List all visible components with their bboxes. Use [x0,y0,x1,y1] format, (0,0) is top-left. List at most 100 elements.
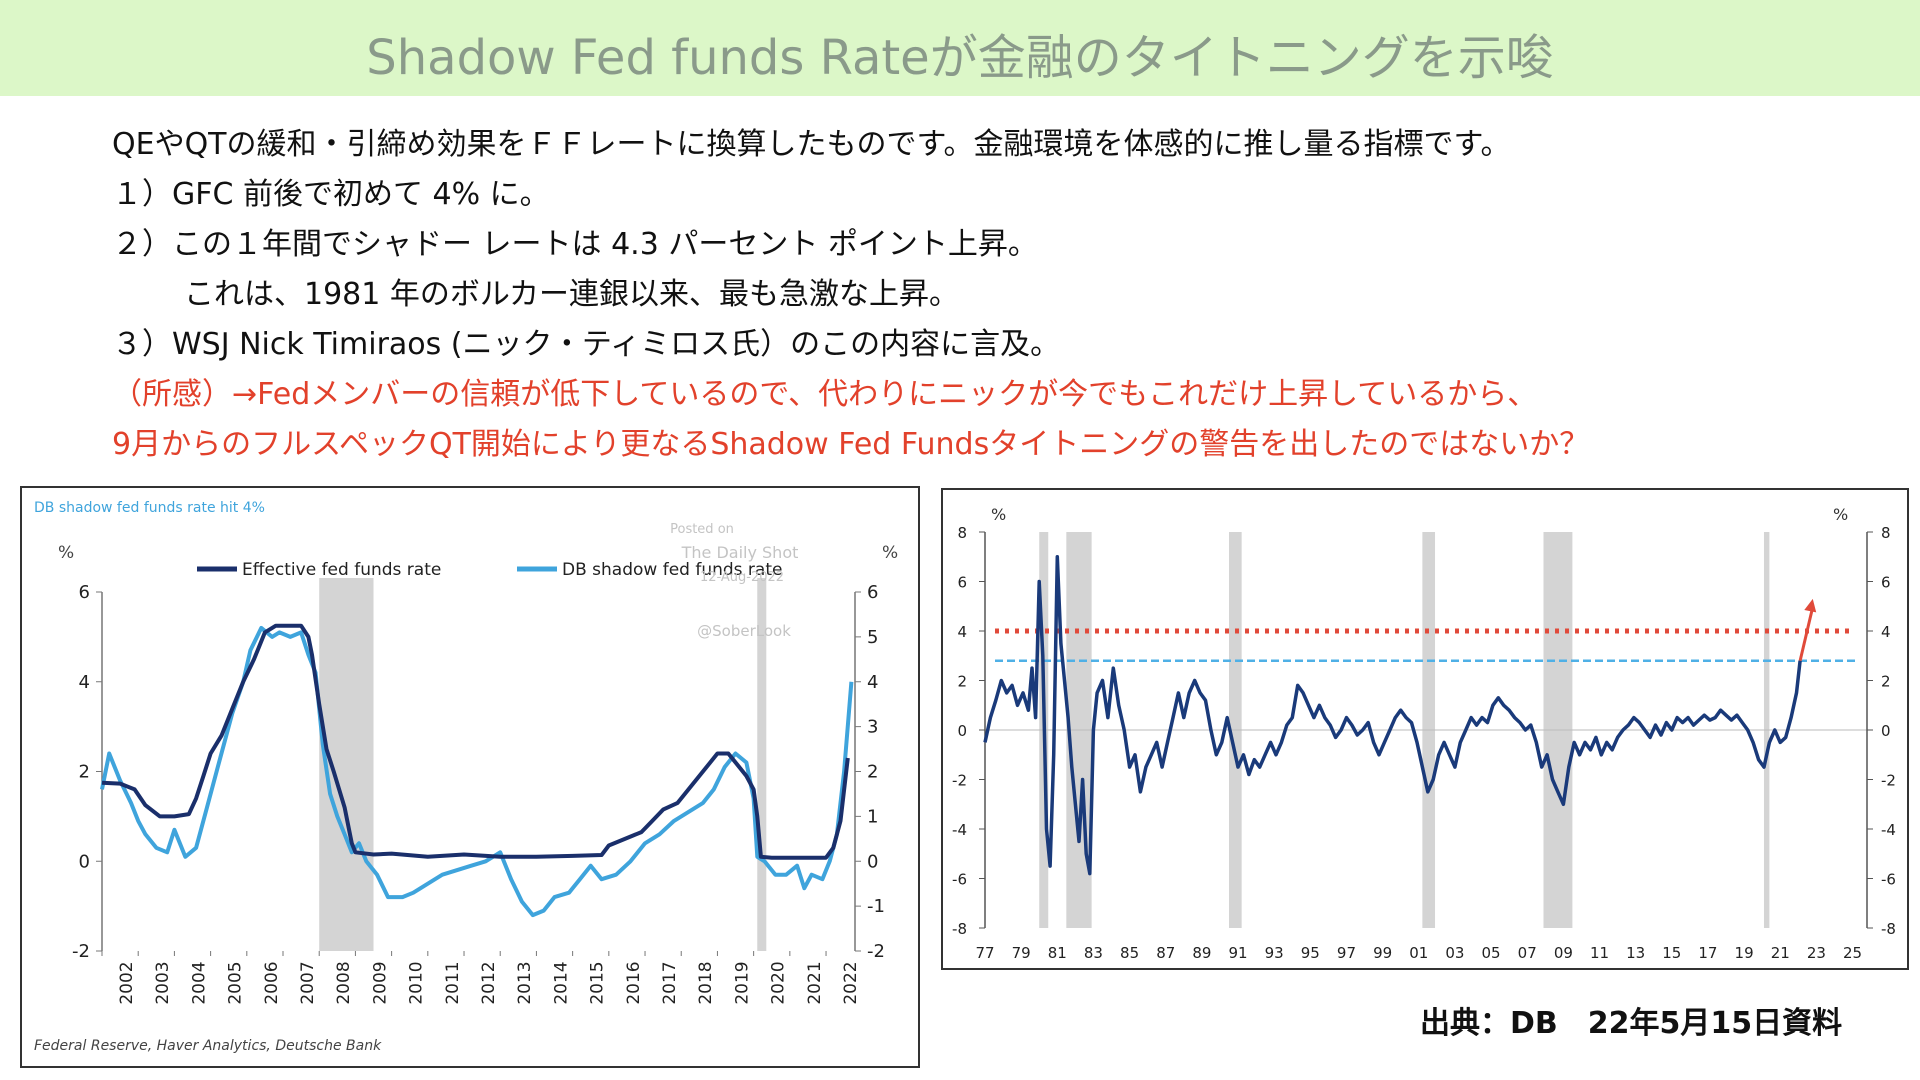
right-tick-label: -4 [1881,821,1896,839]
x-tick-label: 91 [1228,944,1247,962]
right-tick-label: 2 [867,762,878,783]
right-tick-label: 0 [1881,722,1891,740]
x-tick-label: 07 [1518,944,1537,962]
watermark-text: Posted on [670,522,734,537]
x-tick-label: 23 [1807,944,1826,962]
x-tick-label: 2019 [732,961,752,1004]
left-tick-label: -2 [72,941,90,962]
left-tick-label: -2 [952,772,967,790]
watermark-text: The Daily Shot [681,543,799,562]
x-tick-label: 2002 [117,961,137,1004]
x-tick-label: 2006 [262,961,282,1004]
rise-arrow-head [1804,599,1816,613]
x-tick-label: 77 [975,944,994,962]
x-tick-label: 17 [1698,944,1717,962]
right-tick-label: 8 [1881,524,1891,542]
x-tick-label: 2015 [588,961,608,1004]
right-tick-label: 6 [1881,574,1891,592]
left-tick-label: 2 [957,673,967,691]
right-tick-label: 3 [867,717,878,738]
x-tick-label: 13 [1626,944,1645,962]
x-tick-label: 03 [1445,944,1464,962]
right-tick-label: 5 [867,627,878,648]
x-tick-label: 95 [1301,944,1320,962]
left-tick-label: 6 [957,574,967,592]
x-tick-label: 21 [1771,944,1790,962]
right-tick-label: 2 [1881,673,1891,691]
x-tick-label: 2005 [226,961,246,1004]
x-tick-label: 85 [1120,944,1139,962]
right-tick-label: -2 [867,941,885,962]
explanation-line: QEやQTの緩和・引締め効果をＦＦレートに換算したものです。金融環境を体感的に推… [112,120,1892,170]
left-tick-label: 4 [79,672,90,693]
x-tick-label: 2016 [624,961,644,1004]
x-tick-label: 15 [1662,944,1681,962]
left-tick-label: 6 [79,582,90,603]
x-tick-label: 25 [1843,944,1862,962]
x-tick-label: 2013 [515,961,535,1004]
x-tick-label: 2003 [153,961,173,1004]
left-tick-label: 8 [957,524,967,542]
page-title: Shadow Fed funds Rateが金融のタイトニングを示唆 [0,18,1920,88]
x-tick-label: 2009 [370,961,390,1004]
left-axis-unit: % [58,543,74,563]
series-line-shadow-rate-history [985,557,1800,874]
right-tick-label: -2 [1881,772,1896,790]
series-line-shadow-rate [102,628,851,915]
x-tick-label: 87 [1156,944,1175,962]
shadow-rate-chart: DB shadow fed funds rate hit 4%% %6420-26… [22,488,918,1066]
x-tick-label: 2021 [805,961,825,1004]
left-tick-label: -4 [952,821,967,839]
right-tick-label: 6 [867,582,878,603]
point-2: ２）この１年間でシャドー レートは 4.3 パーセント ポイント上昇。 [112,220,1892,270]
left-tick-label: -8 [952,920,967,938]
x-tick-label: 2007 [298,961,318,1004]
x-tick-label: 19 [1735,944,1754,962]
point-1: １）GFC 前後で初めて 4% に。 [112,170,1892,220]
long-run-chart-panel: %% 8 8 6 6 4 4 2 2 0 0 -2 -2 -4 -4 -6 -6 -8 -8 77 79 81 83 85 87… [941,488,1909,970]
x-tick-label: 01 [1409,944,1428,962]
shadow-rate-chart-panel: DB shadow fed funds rate hit 4%%% 6 4 2 0 -2 6… [20,486,920,1068]
series-line-effective-rate [102,626,848,858]
right-tick-label: 4 [1881,623,1891,641]
x-tick-label: 99 [1373,944,1392,962]
comment-line-1: （所感）→Fedメンバーの信頼が低下しているので、代わりにニックが今でもこれだけ… [112,370,1892,420]
chart-footnote: Federal Reserve, Haver Analytics, Deutsc… [34,1038,382,1054]
explanation-text: QEやQTの緩和・引締め効果をＦＦレートに換算したものです。金融環境を体感的に推… [112,120,1892,470]
left-axis-unit: % [991,505,1006,524]
left-tick-label: 2 [79,762,90,783]
x-tick-label: 81 [1048,944,1067,962]
x-tick-label: 11 [1590,944,1609,962]
left-tick-label: 4 [957,623,967,641]
watermark-text: @SoberLook [697,622,791,640]
x-tick-label: 2018 [696,961,716,1004]
point-2-continued: これは、1981 年のボルカー連銀以来、最も急激な上昇。 [112,270,1892,320]
chart-title: DB shadow fed funds rate hit 4% [34,500,265,516]
x-tick-label: 2011 [443,961,463,1004]
x-tick-label: 2012 [479,961,499,1004]
right-tick-label: 1 [867,806,878,827]
x-tick-label: 93 [1265,944,1284,962]
long-run-chart: % % 8 8 6 6 4 4 2 2 0 0 -2 -2 -4 -4 -6 -6 -8 -8 77 79 81 83 85 87… [943,490,1907,968]
title-banner: Shadow Fed funds Rateが金融のタイトニングを示唆 [0,0,1920,96]
right-tick-label: -6 [1881,871,1896,889]
x-tick-label: 89 [1192,944,1211,962]
x-tick-label: 2017 [660,961,680,1004]
source-note: 出典：DB 22年5月15日資料 [1420,998,1842,1042]
x-tick-label: 2022 [841,961,861,1004]
left-tick-label: 0 [957,722,967,740]
x-tick-label: 05 [1482,944,1501,962]
left-tick-label: -6 [952,871,967,889]
right-axis-unit: % [1833,505,1848,524]
right-tick-label: 4 [867,672,878,693]
right-tick-label: -1 [867,896,885,917]
legend-label-effective: Effective fed funds rate [242,560,441,580]
x-tick-label: 83 [1084,944,1103,962]
x-tick-label: 2014 [551,961,571,1004]
point-3: ３）WSJ Nick Timiraos (ニック・ティミロス氏）のこの内容に言及… [112,320,1892,370]
watermark-text: 12-Aug-2022 [700,570,784,585]
x-tick-label: 2004 [189,961,209,1004]
comment-line-2: 9月からのフルスペックQT開始により更なるShadow Fed Fundsタイト… [112,420,1892,470]
right-tick-label: -8 [1881,920,1896,938]
x-tick-label: 97 [1337,944,1356,962]
